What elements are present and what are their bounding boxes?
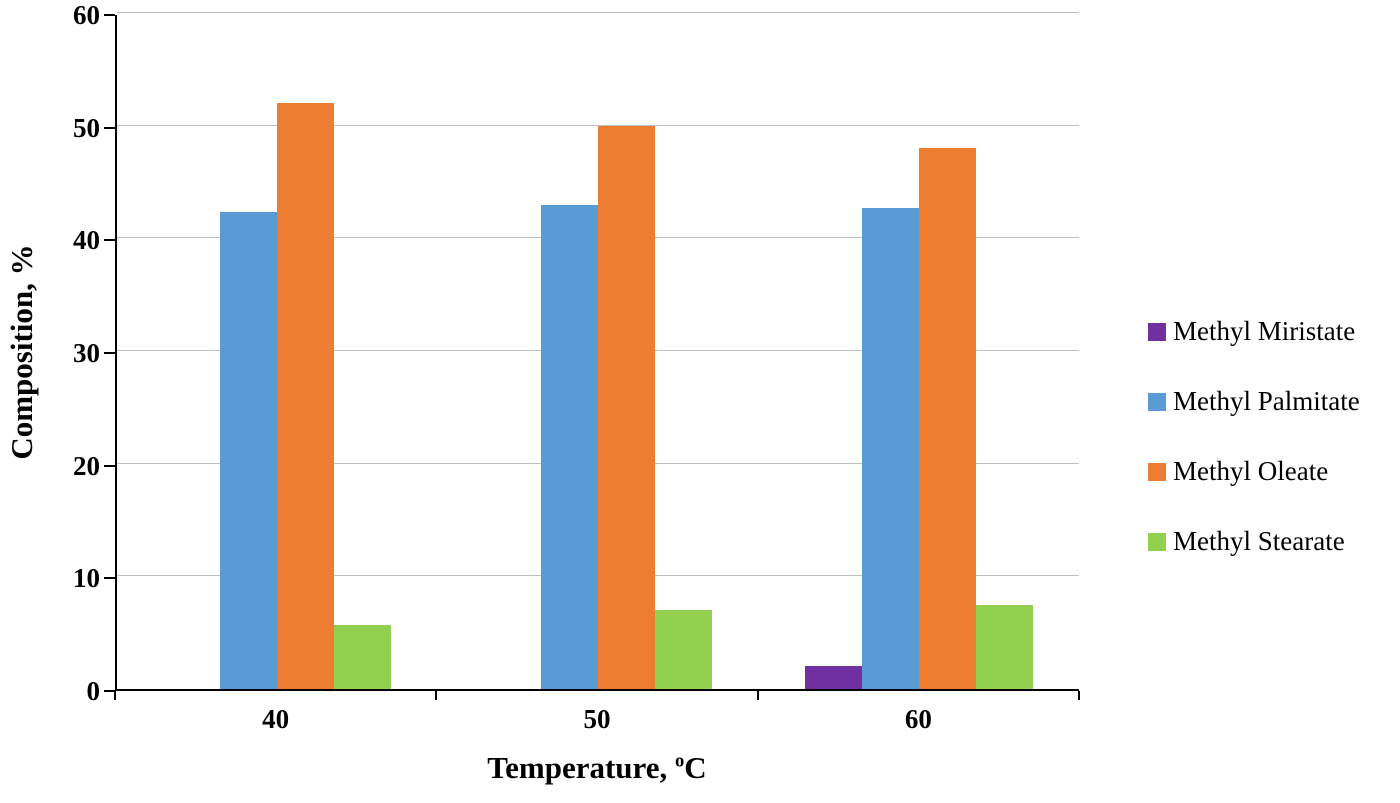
y-tick-mark-60	[104, 14, 115, 16]
legend-swatch-methyl-palmitate	[1148, 392, 1166, 411]
x-tick-mark-0	[114, 691, 116, 700]
bar-methyl-palmitate-40	[220, 212, 278, 689]
y-tick-mark-30	[104, 352, 115, 354]
legend-item-methyl-miristate: Methyl Miristate	[1148, 316, 1360, 347]
y-tick-label-10: 10	[73, 563, 100, 594]
x-axis-title-degree: o	[675, 750, 685, 772]
x-tick-mark-3	[1078, 691, 1080, 700]
bar-methyl-oleate-60	[918, 148, 976, 689]
legend-swatch-methyl-miristate	[1148, 322, 1166, 341]
y-tick-label-0: 0	[86, 676, 101, 706]
legend-item-methyl-palmitate: Methyl Palmitate	[1148, 386, 1360, 417]
bar-methyl-stearate-40	[334, 624, 392, 689]
y-tick-mark-40	[104, 239, 115, 242]
gridline-50	[117, 124, 1079, 126]
legend-label-methyl-palmitate: Methyl Palmitate	[1173, 386, 1360, 416]
y-tick-label-20: 20	[73, 450, 100, 481]
y-tick-mark-50	[104, 126, 115, 129]
y-tick-label-30: 30	[73, 338, 100, 368]
bar-methyl-palmitate-50	[541, 204, 598, 689]
bar-groups	[117, 15, 1079, 689]
bar-methyl-miristate-60	[804, 666, 862, 689]
y-tick-mark-20	[104, 464, 115, 467]
bar-group-50	[438, 15, 759, 689]
y-tick-mark-0	[104, 690, 115, 692]
bar-group-40	[117, 15, 438, 689]
legend-swatch-methyl-stearate	[1148, 532, 1166, 551]
y-tick-mark-10	[104, 577, 115, 580]
bar-methyl-palmitate-60	[861, 207, 919, 689]
y-tick-label-50: 50	[73, 112, 100, 143]
x-tick-mark-2	[756, 691, 759, 700]
x-tick-label-50: 50	[583, 704, 611, 734]
legend-swatch-methyl-oleate	[1148, 462, 1166, 481]
gridline-60	[117, 12, 1079, 13]
legend-label-methyl-miristate: Methyl Miristate	[1173, 316, 1356, 346]
x-axis-title-unit: C	[684, 750, 707, 785]
bar-methyl-stearate-60	[975, 604, 1033, 689]
x-axis-title: Temperature, oC	[115, 750, 1079, 786]
x-tick-label-60: 60	[904, 704, 932, 734]
legend-item-methyl-stearate: Methyl Stearate	[1148, 526, 1360, 557]
bar-methyl-oleate-50	[598, 125, 655, 689]
x-tick-label-40: 40	[262, 704, 290, 734]
legend-item-methyl-oleate: Methyl Oleate	[1148, 456, 1360, 487]
bar-group-60	[758, 15, 1079, 689]
bar-methyl-stearate-50	[655, 610, 712, 689]
y-tick-label-60: 60	[73, 0, 100, 30]
y-tick-label-40: 40	[73, 225, 100, 256]
legend-label-methyl-stearate: Methyl Stearate	[1173, 526, 1345, 556]
legend: Methyl Miristate Methyl Palmitate Methyl O…	[1148, 316, 1360, 596]
legend-label-methyl-oleate: Methyl Oleate	[1173, 456, 1329, 486]
bar-methyl-oleate-40	[277, 103, 335, 689]
x-tick-mark-1	[435, 691, 438, 700]
plot-area	[115, 12, 1079, 691]
x-axis-title-text: Temperature,	[487, 750, 675, 785]
